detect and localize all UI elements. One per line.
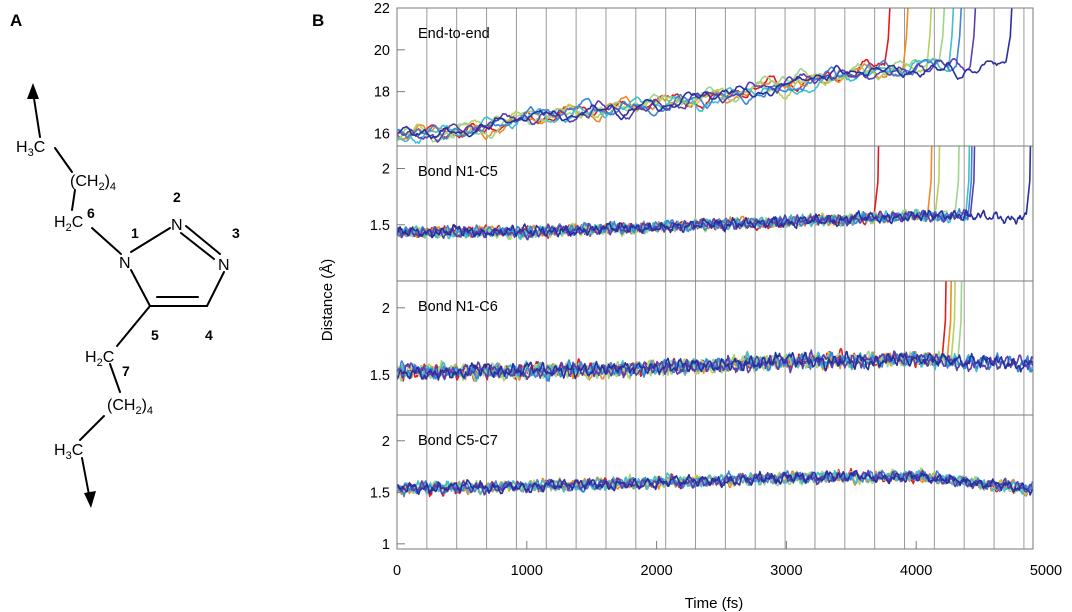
x-tick-label: 3000: [770, 563, 802, 579]
series-group: [397, 8, 1013, 145]
top-chain-arrow-line: [32, 91, 41, 138]
atom-n2: N: [171, 217, 183, 234]
subplot-frame: [396, 414, 1034, 550]
series-line-4: [397, 8, 946, 143]
subplot-title: Bond N1-C6: [418, 299, 498, 315]
top-chain-arrowhead: [27, 83, 39, 99]
x-tick-label: 1000: [511, 563, 543, 579]
series-line-2: [397, 8, 909, 141]
series-group: [397, 281, 1033, 383]
bond-h3c-ch2-top: [54, 147, 73, 173]
molecule-atoms: H3C (CH2)4 H2C N N N H2C (CH2)4 H3C: [16, 139, 230, 462]
series-group: [397, 146, 1032, 241]
bond-c5-n1: [130, 269, 151, 307]
series-line-1: [397, 8, 891, 141]
y-tick-label: 2: [382, 434, 390, 450]
atom-h2c-7: H2C: [85, 349, 114, 369]
molecule-bonds: [27, 83, 225, 508]
atom-number-4: 4: [205, 327, 213, 343]
atom-h2c-6: H2C: [54, 214, 83, 234]
series-line-8: [397, 470, 1033, 496]
y-tick-label: 2: [382, 301, 390, 317]
panel-b-letter: B: [312, 11, 324, 30]
bond-ch2-h3c-bottom: [79, 415, 105, 441]
series-line-3: [397, 281, 956, 382]
atom-number-5: 5: [151, 327, 159, 343]
subplot-4: 1 1.5 2 Bond C5-C7: [370, 414, 1034, 553]
y-tick-label: 16: [374, 126, 390, 142]
x-tick-label: 4000: [900, 563, 932, 579]
series-line-4: [397, 146, 960, 240]
subplot-3: 1.5 2 Bond N1-C6: [370, 280, 1034, 416]
y-tick-label: 18: [374, 85, 390, 101]
bond-c6-n1: [91, 227, 122, 255]
atom-numbers: 1 2 3 4 5 6 7: [87, 189, 240, 379]
subplot-title: End-to-end: [418, 26, 490, 42]
series-line-2: [397, 281, 952, 381]
x-tick-label: 2000: [640, 563, 672, 579]
series-line-8: [397, 146, 1032, 239]
y-tick-label: 2: [382, 162, 390, 178]
series-line-1: [397, 281, 947, 382]
atom-ch2-4-bottom: (CH2)4: [107, 397, 153, 417]
vertical-grid: [426, 8, 1025, 549]
atom-number-7: 7: [122, 363, 130, 379]
atom-h3c-bottom: H3C: [54, 442, 83, 462]
atom-number-1: 1: [131, 225, 139, 241]
y-tick-label: 1.5: [370, 485, 390, 501]
x-tick-label: 0: [393, 563, 401, 579]
panel-a: A: [10, 11, 240, 508]
series-line-7: [397, 146, 976, 241]
subplot-2: 1.5 2 Bond N1-C5: [370, 145, 1034, 282]
y-tick-label: 20: [374, 43, 390, 59]
bottom-chain-arrowhead: [84, 491, 96, 508]
y-tick-label: 1.5: [370, 368, 390, 384]
x-tick-label: 5000: [1030, 563, 1062, 579]
series-line-8: [397, 350, 1033, 381]
bond-c5-c7: [116, 305, 151, 347]
series-line-6: [397, 8, 962, 140]
series-line-3: [397, 146, 941, 241]
panel-a-letter: A: [10, 11, 22, 30]
x-axis-title: Time (fs): [685, 595, 744, 612]
atom-n3: N: [218, 257, 230, 274]
atom-ch2-4-top: (CH2)4: [70, 173, 116, 193]
subplot-title: Bond N1-C5: [418, 164, 498, 180]
series-group: [397, 467, 1033, 498]
y-tick-label: 22: [374, 1, 390, 17]
bond-n1-n2: [130, 227, 171, 253]
y-axis-title: Distance (Å): [319, 259, 336, 342]
x-axis: 0 1000 2000 3000 4000 5000: [393, 541, 1062, 579]
bond-c7-ch2: [109, 363, 121, 393]
atom-n1: N: [119, 255, 131, 272]
atom-h3c-top: H3C: [16, 139, 45, 159]
atom-number-3: 3: [232, 225, 240, 241]
series-line-8: [397, 8, 1013, 140]
panel-b: B Distance (Å) Time (fs) 16182022End-to-…: [312, 1, 1062, 612]
subplot-title: Bond C5-C7: [418, 433, 498, 449]
bond-n2-n3-b: [180, 232, 215, 260]
y-tick-label: 1.5: [370, 218, 390, 234]
atom-number-6: 6: [87, 205, 95, 221]
y-tick-label: 1: [382, 537, 390, 553]
bond-ch2-c6: [71, 189, 76, 211]
atom-number-2: 2: [173, 189, 181, 205]
bond-n2-n3-a: [185, 225, 221, 255]
bond-n3-c4: [206, 271, 225, 307]
